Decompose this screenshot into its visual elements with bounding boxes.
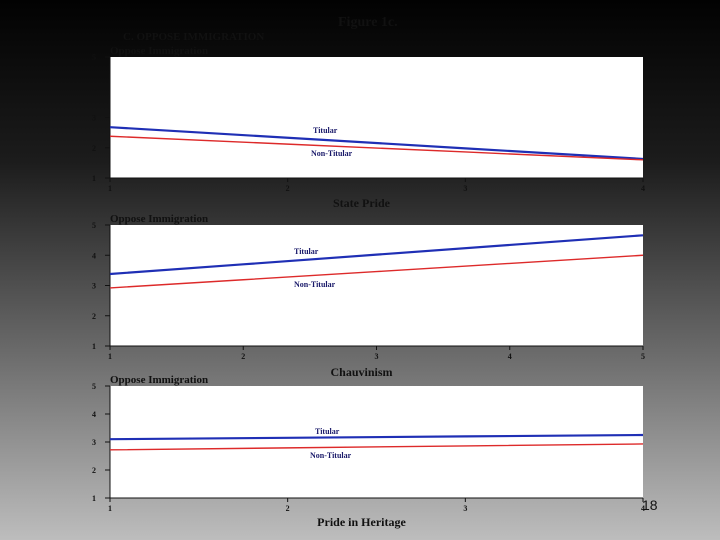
- series-line-titular: [109, 433, 644, 441]
- plot-area: [110, 57, 643, 178]
- y-tick-label: 4: [92, 251, 96, 260]
- y-tick-label: 3: [92, 438, 96, 447]
- chart-title: Oppose Immigration: [110, 213, 208, 225]
- x-axis-label: State Pride: [333, 196, 391, 210]
- y-tick-label: 5: [92, 382, 96, 391]
- series-label: Non-Titular: [311, 149, 353, 158]
- x-tick-label: 2: [286, 504, 290, 513]
- series-label: Titular: [315, 427, 340, 436]
- x-tick-label: 3: [375, 352, 379, 361]
- series-label: Titular: [313, 126, 338, 135]
- x-tick-label: 2: [286, 184, 290, 193]
- x-tick-label: 1: [108, 352, 112, 361]
- y-tick-label: 5: [92, 53, 96, 62]
- x-tick-label: 4: [641, 504, 645, 513]
- series-line-titular: [109, 126, 644, 161]
- y-tick-label: 1: [92, 494, 96, 503]
- figure-title: Figure 1c.: [338, 15, 398, 30]
- x-tick-label: 3: [463, 184, 467, 193]
- section-title: C. OPPOSE IMMIGRATION: [123, 31, 264, 43]
- x-tick-label: 3: [463, 504, 467, 513]
- y-tick-label: 2: [92, 466, 96, 475]
- chart-panel-1: Oppose Immigration 1 2 3 4 5 1 2 3 4 State Pride Ti…: [92, 45, 645, 210]
- charts-group: Oppose Immigration 1 2 3 4 5 1 2 3 4 State Pride Ti…: [92, 45, 645, 529]
- y-tick-label: 1: [92, 174, 96, 183]
- plot-area: [110, 386, 643, 498]
- plot-area: [110, 225, 643, 346]
- y-tick-label: 4: [92, 83, 96, 92]
- x-tick-label: 1: [108, 184, 112, 193]
- series-line-non-titular: [109, 254, 644, 289]
- chart-title: Oppose Immigration: [110, 374, 208, 386]
- y-tick-label: 5: [92, 221, 96, 230]
- series-label: Non-Titular: [310, 451, 352, 460]
- series-line-titular: [109, 234, 644, 276]
- x-tick-label: 4: [641, 184, 645, 193]
- y-tick-label: 2: [92, 144, 96, 153]
- series-label: Non-Titular: [294, 280, 336, 289]
- series-label: Titular: [294, 247, 319, 256]
- series-line-non-titular: [109, 443, 644, 451]
- chart-title: Oppose Immigration: [110, 45, 208, 57]
- y-tick-label: 1: [92, 342, 96, 351]
- x-tick-label: 2: [241, 352, 245, 361]
- x-tick-label: 1: [108, 504, 112, 513]
- y-tick-label: 3: [92, 114, 96, 123]
- y-tick-label: 3: [92, 282, 96, 291]
- page-number: 18: [642, 497, 658, 513]
- series-line-non-titular: [109, 135, 644, 161]
- y-tick-label: 2: [92, 312, 96, 321]
- chart-panel-3: Oppose Immigration 1 2 3 4 5 1 2 3 4 Pride in Heri…: [92, 374, 645, 529]
- x-tick-label: 4: [508, 352, 512, 361]
- chart-panel-2: Oppose Immigration 1 2 3 4 5 1 2 3 4 5 Chauvinism Ti…: [92, 213, 645, 379]
- y-tick-label: 4: [92, 410, 96, 419]
- x-tick-label: 5: [641, 352, 645, 361]
- x-axis-label: Pride in Heritage: [317, 515, 406, 529]
- x-axis-label: Chauvinism: [330, 365, 392, 379]
